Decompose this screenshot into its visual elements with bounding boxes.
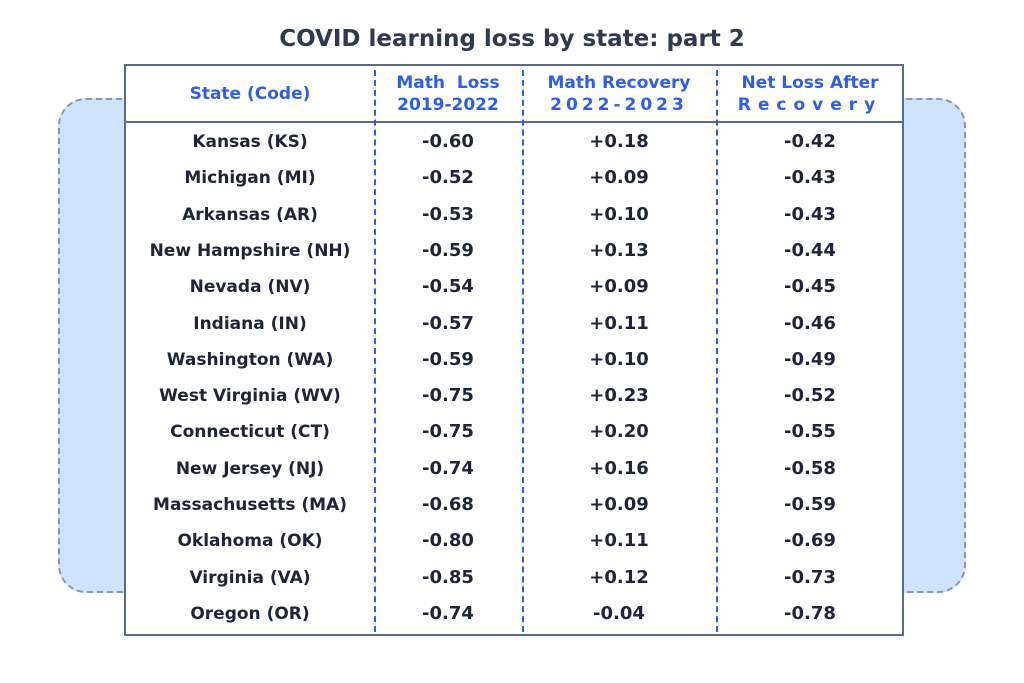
math-loss-cell: -0.80 bbox=[422, 530, 474, 552]
math-loss-cell: -0.75 bbox=[422, 421, 474, 443]
state-cell: Oregon (OR) bbox=[190, 603, 310, 624]
math-recovery-cell: +0.16 bbox=[589, 457, 649, 479]
column-divider-2 bbox=[522, 70, 524, 632]
header-net-loss-line1: Net Loss After bbox=[741, 72, 879, 93]
net-loss-cell: -0.49 bbox=[784, 348, 836, 370]
column-divider-3 bbox=[716, 70, 718, 632]
state-cell: New Jersey (NJ) bbox=[175, 458, 325, 479]
header-math-recovery-line1: Math Recovery bbox=[547, 72, 691, 93]
table-row: New Jersey (NJ) -0.74 +0.16 -0.58 bbox=[126, 451, 902, 487]
table-row: Massachusetts (MA) -0.68 +0.09 -0.59 bbox=[126, 487, 902, 523]
table-row: Indiana (IN) -0.57 +0.11 -0.46 bbox=[126, 306, 902, 342]
net-loss-cell: -0.52 bbox=[784, 385, 836, 407]
table-row: Oklahoma (OK) -0.80 +0.11 -0.69 bbox=[126, 523, 902, 559]
math-recovery-cell: +0.10 bbox=[589, 203, 649, 225]
net-loss-cell: -0.45 bbox=[784, 276, 836, 298]
table-row: Arkansas (AR) -0.53 +0.10 -0.43 bbox=[126, 197, 902, 233]
math-recovery-cell: +0.10 bbox=[589, 348, 649, 370]
state-cell: Connecticut (CT) bbox=[170, 422, 330, 443]
state-cell: New Hampshire (NH) bbox=[149, 240, 351, 261]
math-recovery-cell: +0.11 bbox=[589, 530, 649, 552]
table-row: Michigan (MI) -0.52 +0.09 -0.43 bbox=[126, 160, 902, 196]
table-row: Washington (WA) -0.59 +0.10 -0.49 bbox=[126, 342, 902, 378]
data-table: State (Code) Math Loss 2019-2022 Math Re… bbox=[124, 64, 904, 636]
state-cell: Virginia (VA) bbox=[189, 567, 311, 588]
math-recovery-cell: +0.11 bbox=[589, 312, 649, 334]
net-loss-cell: -0.69 bbox=[784, 530, 836, 552]
math-loss-cell: -0.57 bbox=[422, 312, 474, 334]
chart-title: COVID learning loss by state: part 2 bbox=[279, 26, 745, 52]
header-state-label: State (Code) bbox=[189, 83, 311, 104]
math-loss-cell: -0.53 bbox=[422, 203, 474, 225]
math-recovery-cell: +0.18 bbox=[589, 131, 649, 152]
math-recovery-cell: +0.09 bbox=[589, 276, 649, 298]
state-cell: West Virginia (WV) bbox=[159, 386, 341, 407]
state-cell: Arkansas (AR) bbox=[182, 204, 318, 225]
math-loss-cell: -0.68 bbox=[422, 494, 474, 515]
header-divider bbox=[126, 121, 902, 123]
math-recovery-cell: +0.23 bbox=[589, 385, 649, 407]
net-loss-cell: -0.42 bbox=[784, 131, 836, 152]
table-row: Connecticut (CT) -0.75 +0.20 -0.55 bbox=[126, 414, 902, 450]
state-cell: Kansas (KS) bbox=[192, 132, 308, 152]
header-math-recovery-line2: 2022-2023 bbox=[550, 94, 688, 115]
state-cell: Oklahoma (OK) bbox=[177, 531, 323, 552]
math-loss-cell: -0.52 bbox=[422, 167, 474, 189]
math-loss-cell: -0.60 bbox=[422, 131, 474, 152]
table-row: Nevada (NV) -0.54 +0.09 -0.45 bbox=[126, 269, 902, 305]
header-net-loss: Net Loss After Recovery bbox=[716, 66, 904, 121]
state-cell: Michigan (MI) bbox=[184, 168, 316, 189]
net-loss-cell: -0.78 bbox=[784, 602, 836, 624]
state-cell: Massachusetts (MA) bbox=[153, 495, 347, 515]
table-row: Virginia (VA) -0.85 +0.12 -0.73 bbox=[126, 560, 902, 596]
header-math-loss-line2: 2019-2022 bbox=[397, 94, 499, 115]
table-row: Kansas (KS) -0.60 +0.18 -0.42 bbox=[126, 124, 902, 160]
net-loss-cell: -0.59 bbox=[784, 494, 836, 515]
table-row: West Virginia (WV) -0.75 +0.23 -0.52 bbox=[126, 378, 902, 414]
net-loss-cell: -0.44 bbox=[784, 239, 836, 261]
math-loss-cell: -0.74 bbox=[422, 602, 474, 624]
header-state: State (Code) bbox=[126, 66, 374, 121]
header-math-recovery: Math Recovery 2022-2023 bbox=[522, 66, 716, 121]
math-recovery-cell: +0.13 bbox=[589, 239, 649, 261]
table-row: Oregon (OR) -0.74 -0.04 -0.78 bbox=[126, 596, 902, 632]
net-loss-cell: -0.43 bbox=[784, 203, 836, 225]
table-row: New Hampshire (NH) -0.59 +0.13 -0.44 bbox=[126, 233, 902, 269]
math-recovery-cell: +0.09 bbox=[589, 167, 649, 189]
math-recovery-cell: -0.04 bbox=[593, 602, 645, 624]
math-loss-cell: -0.74 bbox=[422, 457, 474, 479]
math-loss-cell: -0.59 bbox=[422, 348, 474, 370]
column-divider-1 bbox=[374, 70, 376, 632]
state-cell: Indiana (IN) bbox=[193, 313, 307, 334]
header-math-loss: Math Loss 2019-2022 bbox=[374, 66, 522, 121]
net-loss-cell: -0.55 bbox=[784, 421, 836, 443]
math-recovery-cell: +0.12 bbox=[589, 566, 649, 588]
header-net-loss-line2: Recovery bbox=[737, 94, 883, 115]
state-cell: Washington (WA) bbox=[166, 349, 334, 370]
math-loss-cell: -0.85 bbox=[422, 566, 474, 588]
math-loss-cell: -0.54 bbox=[422, 276, 474, 298]
net-loss-cell: -0.46 bbox=[784, 312, 836, 334]
net-loss-cell: -0.43 bbox=[784, 167, 836, 189]
math-recovery-cell: +0.20 bbox=[589, 421, 649, 443]
math-recovery-cell: +0.09 bbox=[589, 494, 649, 515]
state-cell: Nevada (NV) bbox=[189, 277, 311, 298]
header-math-loss-line1: Math Loss bbox=[396, 72, 500, 93]
math-loss-cell: -0.75 bbox=[422, 385, 474, 407]
math-loss-cell: -0.59 bbox=[422, 239, 474, 261]
net-loss-cell: -0.58 bbox=[784, 457, 836, 479]
net-loss-cell: -0.73 bbox=[784, 566, 836, 588]
